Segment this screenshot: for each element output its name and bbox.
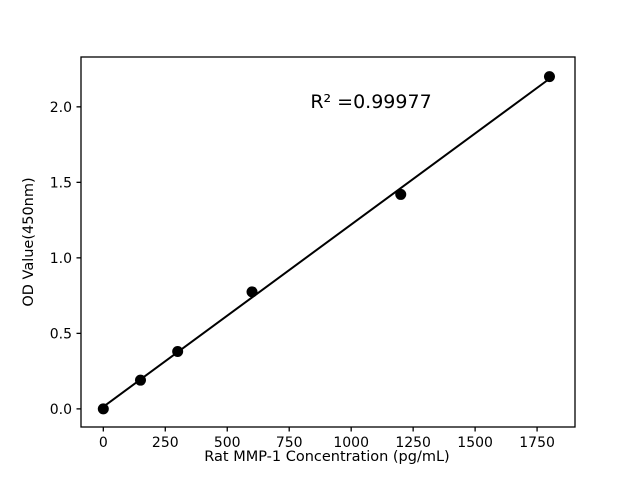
y-tick-label: 2.0 (50, 100, 72, 116)
x-tick-label: 1000 (333, 435, 369, 451)
x-axis-label: Rat MMP-1 Concentration (pg/mL) (204, 449, 449, 465)
data-point (97, 403, 109, 415)
y-tick-label: 1.5 (50, 175, 72, 191)
y-tick-label: 0.0 (50, 402, 72, 418)
plot-border (80, 56, 576, 428)
r-squared-annotation: R² =0.99977 (310, 91, 431, 113)
fit-line (102, 77, 551, 408)
data-point (543, 71, 555, 83)
data-point (172, 345, 184, 357)
data-point (134, 374, 146, 386)
x-tick-label: 750 (276, 435, 303, 451)
x-tick-label: 250 (152, 435, 179, 451)
x-tick-label: 1750 (519, 435, 555, 451)
y-tick-label: 0.5 (50, 326, 72, 342)
x-tick-label: 1250 (395, 435, 431, 451)
y-tick-label: 1.0 (50, 251, 72, 267)
x-tick-label: 0 (99, 435, 108, 451)
plot-area: 0 250 500 750 1000 1250 1500 1750 0.0 0.5 1.0 1.5 2.… (50, 56, 576, 451)
data-point (246, 286, 258, 298)
data-point (395, 188, 407, 200)
x-tick-label: 500 (214, 435, 241, 451)
x-tick-label: 1500 (457, 435, 493, 451)
y-axis-label: OD Value(450nm) (21, 177, 37, 306)
